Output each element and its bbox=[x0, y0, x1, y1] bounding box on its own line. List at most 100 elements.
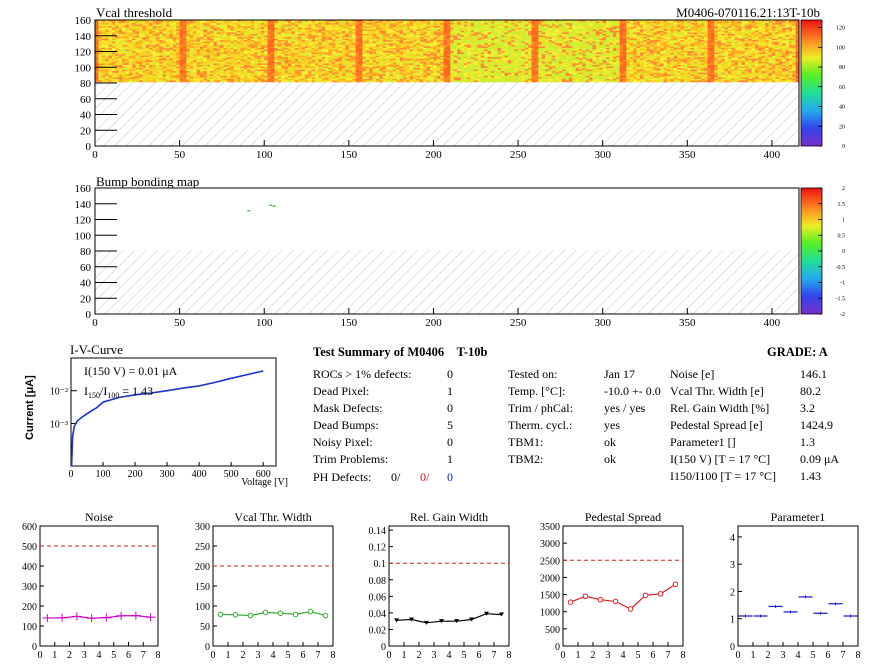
vcal-colorbar-tick-label: 100 bbox=[836, 45, 845, 51]
roc-xtick-label: 5 bbox=[636, 650, 641, 661]
roc-ytick-label: 0 bbox=[32, 642, 37, 653]
bump-map-xtick-label: 100 bbox=[256, 317, 273, 329]
roc-xtick-label: 7 bbox=[316, 650, 321, 661]
iv-xtick-label: 600 bbox=[256, 469, 271, 480]
bump-map-ytick-label: 80 bbox=[80, 246, 92, 258]
iv-ylabel: Current [μA] bbox=[24, 375, 36, 440]
bump-map-xtick-label: 350 bbox=[679, 317, 696, 329]
roc-point bbox=[672, 581, 679, 588]
roc-xtick-label: 1 bbox=[402, 650, 407, 661]
roc-ytick-label: 500 bbox=[545, 625, 560, 636]
roc-point bbox=[499, 612, 504, 617]
summary-mid-value: -10.0 +- 0.0 bbox=[604, 384, 661, 398]
roc-point bbox=[597, 596, 604, 603]
bump-map-xtick-label: 50 bbox=[174, 317, 186, 329]
roc-ytick-label: 200 bbox=[195, 562, 210, 573]
roc-point bbox=[439, 619, 444, 624]
grade-label: GRADE: A bbox=[767, 345, 828, 359]
vcal-colorbar-tick-label: 40 bbox=[839, 105, 845, 111]
vcal-map-xtick-label: 200 bbox=[425, 149, 442, 161]
bump-map-title: Bump bonding map bbox=[96, 174, 199, 189]
roc-xtick-label: 6 bbox=[126, 650, 131, 661]
vcal-map-xtick-label: 350 bbox=[679, 149, 696, 161]
summary-mid-label: TBM2: bbox=[508, 452, 544, 466]
bump-defect-point bbox=[269, 204, 273, 207]
bump-colorbar-tick-label: 2 bbox=[842, 186, 845, 192]
roc-point bbox=[232, 612, 239, 618]
vcal-map-ytick-label: 60 bbox=[80, 94, 92, 106]
iv-series-line bbox=[70, 370, 264, 467]
summary-right-label: Noise [e] bbox=[670, 367, 715, 381]
roc-xtick-label: 1 bbox=[226, 650, 231, 661]
roc-ytick-label: 3 bbox=[730, 560, 735, 571]
summary-mid-label: Temp. [°C]: bbox=[508, 384, 566, 398]
roc-xtick-label: 2 bbox=[591, 650, 596, 661]
bump-colorbar-tick-label: 0.5 bbox=[838, 233, 846, 239]
iv-annotation-ratio: I150/I100 = 1.43 bbox=[84, 384, 153, 400]
roc-xtick-label: 1 bbox=[751, 650, 756, 661]
vcal-colorbar-gradient bbox=[800, 19, 823, 147]
summary-mid-value: yes / yes bbox=[604, 401, 646, 415]
roc-xtick-label: 8 bbox=[156, 650, 161, 661]
iv-xtick-label: 500 bbox=[224, 469, 239, 480]
roc-ytick-label: 300 bbox=[22, 582, 37, 593]
summary-left-value: 0 bbox=[447, 401, 453, 415]
roc-xtick-label: 2 bbox=[241, 650, 246, 661]
ph-defects-val1: 0/ bbox=[391, 470, 401, 484]
roc-ytick-label: 0.14 bbox=[369, 526, 387, 537]
summary-right-label: Parameter1 [] bbox=[670, 435, 736, 449]
bump-map-ytick-label: 140 bbox=[75, 199, 92, 211]
bump-map-xtick-label: 200 bbox=[425, 317, 442, 329]
summary-mid-label: Trim / phCal: bbox=[508, 401, 573, 415]
roc-ytick-label: 1500 bbox=[540, 591, 560, 602]
bump-colorbar-tick-label: -1.5 bbox=[836, 296, 846, 302]
roc-point bbox=[484, 611, 489, 616]
summary-mid-value: ok bbox=[604, 452, 616, 466]
bump-colorbar-tick-label: -2 bbox=[840, 312, 845, 318]
roc-ytick-label: 300 bbox=[195, 522, 210, 533]
roc-ytick-label: 0.06 bbox=[369, 592, 387, 603]
roc-ytick-label: 0 bbox=[381, 642, 386, 653]
vcal-map-ytick-label: 80 bbox=[80, 78, 92, 90]
roc-chart-frame bbox=[737, 525, 859, 647]
roc-point bbox=[454, 619, 459, 624]
summary-left-value: 0 bbox=[447, 435, 453, 449]
roc-xtick-label: 0 bbox=[561, 650, 566, 661]
roc-xtick-label: 1 bbox=[52, 650, 57, 661]
roc-ytick-label: 1 bbox=[730, 615, 735, 626]
iv-annotation-current: I(150 V) = 0.01 μA bbox=[84, 364, 178, 378]
iv-xtick-label: 400 bbox=[192, 469, 207, 480]
summary-right-value: 1.43 bbox=[800, 469, 821, 483]
roc-ytick-label: 3000 bbox=[540, 539, 560, 550]
roc-ytick-label: 200 bbox=[22, 602, 37, 613]
roc-ytick-label: 100 bbox=[195, 602, 210, 613]
roc-xtick-label: 0 bbox=[38, 650, 43, 661]
roc-xtick-label: 7 bbox=[141, 650, 146, 661]
roc-point bbox=[292, 611, 299, 618]
roc-xtick-label: 3 bbox=[606, 650, 611, 661]
roc-ytick-label: 600 bbox=[22, 522, 37, 533]
roc-xtick-label: 4 bbox=[97, 650, 102, 661]
vcal-map-cells bbox=[95, 20, 800, 83]
summary-left-label: Dead Pixel: bbox=[313, 384, 370, 398]
summary-left-label: Mask Defects: bbox=[313, 401, 383, 415]
summary-mid-value: ok bbox=[604, 435, 616, 449]
summary-mid-label: TBM1: bbox=[508, 435, 544, 449]
roc-xtick-label: 3 bbox=[256, 650, 261, 661]
bump-map-ytick-label: 160 bbox=[75, 183, 92, 195]
roc-ytick-label: 100 bbox=[22, 622, 37, 633]
roc-point bbox=[469, 617, 474, 622]
roc-chart-frame bbox=[388, 525, 510, 647]
summary-left-value: 1 bbox=[447, 384, 453, 398]
roc-ytick-label: 0.08 bbox=[369, 576, 387, 587]
roc-point bbox=[424, 620, 429, 625]
roc-chart-title: Vcal Thr. Width bbox=[234, 510, 311, 524]
roc-chart-title: Rel. Gain Width bbox=[410, 510, 488, 524]
roc-xtick-label: 7 bbox=[666, 650, 671, 661]
roc-xtick-label: 8 bbox=[681, 650, 686, 661]
